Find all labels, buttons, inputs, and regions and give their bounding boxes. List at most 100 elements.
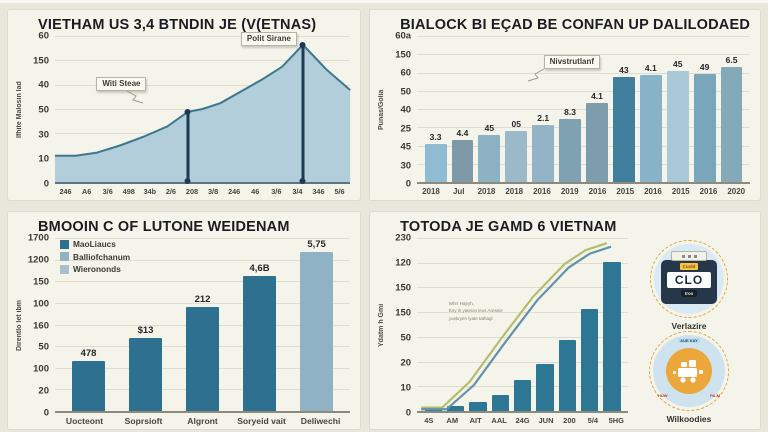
y-tick: 60a (395, 30, 412, 42)
panel-top-left: VIETHAM US 3,4 BTNDIN JE (V(ETNAS) Ifhit… (8, 10, 361, 200)
bar: 4,6B (243, 263, 277, 411)
y-tick: 230 (395, 232, 412, 244)
trade-goods-icon (666, 348, 712, 394)
legend: MaoLiaucs Balliofchanum Wierononds (60, 239, 130, 274)
y-tick: 10 (400, 382, 412, 394)
area-series (55, 36, 350, 182)
x-tick: Soryeid vait (237, 415, 286, 426)
x-tick: 2015 (616, 187, 635, 196)
gridline (417, 238, 628, 239)
y-tick: 50 (400, 86, 412, 97)
bar (603, 262, 621, 411)
note-line: Whrr Hajryh, (448, 301, 474, 307)
y-tick: 45 (400, 141, 412, 153)
gridline (55, 36, 351, 37)
bar-value: 8.3 (564, 107, 576, 118)
bar (536, 364, 554, 411)
y-tick: 1700 (27, 232, 49, 244)
bar-value: 4.1 (591, 91, 603, 102)
chart-title: TOTODA JE GAMD 6 VIETNAM (400, 219, 617, 235)
y-tick: 1200 (27, 254, 49, 266)
y-tick: 60 (400, 67, 412, 79)
y-tick: 25 (400, 123, 412, 134)
gridline (417, 72, 750, 74)
ring-label-left: HUW (658, 393, 668, 398)
y-tick: 10 (38, 153, 49, 165)
device-bottom-tag: trox (680, 290, 698, 297)
bar: 6.5 (720, 55, 743, 182)
x-tick: Uocteont (65, 415, 104, 426)
x-tick: 2019 (560, 187, 579, 196)
bar: 4.1 (586, 91, 608, 182)
chart-title: VIETHAM US 3,4 BTNDIN JE (V(ETNAS) (38, 17, 317, 33)
dot (687, 254, 691, 258)
gridline (55, 84, 351, 86)
annotation-leader (527, 68, 545, 84)
dot (681, 254, 685, 258)
dashed-ring: Cuold CLO trox (650, 240, 728, 318)
x-tick: Deliwechi (300, 415, 341, 426)
y-tick: 120 (395, 257, 412, 269)
bar: 8.3 (559, 107, 582, 182)
y-tick: 150 (33, 55, 49, 67)
legend-item: Wierononds (60, 264, 130, 274)
icon-circle: Cuold CLO trox (654, 244, 724, 314)
x-axis-ticks: 2018 Jul 2018 2018 2016 2019 2016 2015 2016 2015 2… (417, 184, 750, 197)
legend-swatch (60, 264, 69, 274)
legend-label: Balliofchanum (73, 251, 131, 262)
x-axis-ticks: Uocteont Soprsioft Algront Soryeid vait Deli… (55, 413, 350, 426)
y-tick: 100 (33, 298, 49, 310)
legend-label: MaoLiaucs (73, 239, 116, 249)
dot (693, 254, 697, 258)
y-tick: 20 (400, 357, 412, 369)
legend-swatch (60, 239, 69, 249)
y-tick: 100 (33, 363, 49, 375)
y-tick: 30 (400, 160, 412, 171)
y-tick: 0 (43, 178, 49, 190)
bar-value: 2.1 (537, 113, 550, 124)
y-axis-label: Direntlo let ibm (16, 300, 23, 351)
legend-item: Balliofchanum (60, 252, 130, 262)
annotation-leader (126, 90, 144, 106)
x-tick: 346 (312, 187, 325, 196)
bar: 478 (72, 348, 106, 411)
x-tick: 5/4 (587, 416, 599, 425)
x-tick: AAL (491, 416, 507, 425)
x-tick: 2020 (727, 187, 746, 196)
combo-chart: Ydatm h Gmi 230 120 150 150 50 20 10 0 Whrr Haj… (376, 233, 628, 426)
x-tick: 498 (122, 187, 135, 196)
area-chart: Ifhite Malosin lad 60 150 40 50 30 10 0 Witi S… (14, 31, 351, 197)
y-tick: 150 (395, 49, 412, 60)
y-tick: 50 (38, 341, 49, 353)
y-axis-label: Ifhite Malosin lad (16, 81, 23, 139)
note-text: Whrr Hajryh, Eny ih yateion leos Areseie y… (449, 300, 503, 322)
bar-value: 43 (619, 64, 629, 75)
gridline (55, 238, 351, 239)
gridline (417, 36, 750, 37)
gridline (417, 312, 628, 314)
x-tick: AM (446, 416, 459, 425)
x-tick: 2016 (533, 187, 551, 196)
plot-area: Witi Steae Polit Sirane (55, 31, 351, 184)
gridline (55, 281, 351, 283)
x-tick: 246 (228, 187, 241, 196)
x-tick: 5HG (608, 416, 625, 425)
x-tick: 2018 (477, 187, 496, 196)
legend-label: Wierononds (73, 264, 121, 274)
legend-swatch (60, 252, 69, 261)
note-line: yuekryen lyate tathagl (448, 315, 493, 321)
y-axis-ticks: 1700 1200 150 100 160 50 100 20 0 (25, 233, 55, 419)
y-tick: 20 (38, 385, 49, 397)
bar-value: 4.4 (456, 127, 469, 138)
x-tick: 246 (59, 187, 72, 196)
bar (446, 405, 465, 411)
icon-caption: Wilkoodies (666, 414, 712, 424)
gridline (417, 127, 750, 129)
bar-value: 4,6B (249, 263, 270, 275)
bar (513, 379, 532, 411)
bar-series: 3.3 4.4 45 05 2.1 8.3 4.1 43 4.1 45 49 6.5 (417, 36, 750, 182)
ring-label-top: AUE KAY (678, 338, 700, 343)
y-axis-ticks: 230 120 150 150 50 20 10 0 (387, 233, 417, 419)
y-tick: 150 (33, 276, 49, 288)
